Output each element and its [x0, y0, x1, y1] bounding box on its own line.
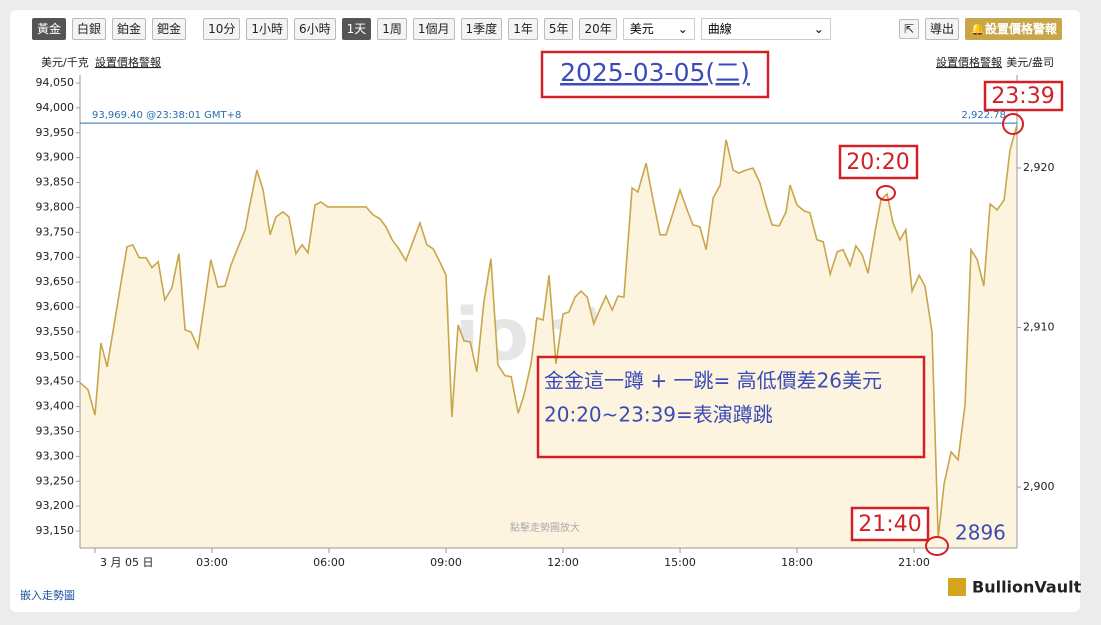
toolbar-button[interactable]: 白銀 — [72, 18, 107, 40]
toolbar-button[interactable]: 黃金 — [32, 18, 67, 40]
toolbar-button[interactable]: 1小時 — [246, 18, 288, 40]
open-icon[interactable]: ⇱ — [898, 19, 920, 39]
alert-label: 設置價格警報 — [984, 22, 1057, 36]
currency: 美元 — [629, 22, 654, 36]
toolbar-button[interactable]: 6小時 — [293, 18, 336, 40]
chart-style: 曲線 — [707, 22, 732, 36]
toolbar: 黃金 白銀 鉑金 鈀金 10分 1小時 6小時 1天 1周 1個月 1季度 1年 5年 20年 美元 ⌄ … — [32, 17, 1062, 41]
toolbar-button[interactable]: 鈀金 — [152, 18, 187, 40]
toolbar-button[interactable]: 5年 — [543, 18, 574, 40]
bell-icon: 🔔 — [970, 22, 985, 36]
alert-button[interactable]: 🔔設置價格警報 — [965, 18, 1062, 40]
dropdown-arrow: ⌄ — [813, 22, 824, 36]
toolbar-button[interactable]: 10分 — [203, 18, 241, 40]
currency-select[interactable]: 美元 ⌄ — [622, 18, 695, 40]
export-button[interactable]: 導出 — [925, 18, 960, 40]
toolbar-button[interactable]: 1天 — [341, 18, 372, 40]
dropdown-arrow: ⌄ — [677, 22, 688, 36]
toolbar-button[interactable]: 1年 — [508, 18, 538, 40]
toolbar-button[interactable]: 1季度 — [460, 18, 503, 40]
toolbar-button[interactable]: 1周 — [377, 18, 407, 40]
style-select[interactable]: 曲線 ⌄ — [700, 18, 831, 40]
toolbar-button[interactable]: 1個月 — [412, 18, 455, 40]
metal-group: 黃金 白銀 鉑金 鈀金 — [32, 18, 187, 40]
range-group: 10分 1小時 6小時 1天 1周 1個月 1季度 1年 5年 20年 — [203, 18, 617, 40]
card — [10, 10, 1080, 612]
toolbar-button[interactable]: 20年 — [579, 18, 617, 40]
toolbar-button[interactable]: 鉑金 — [112, 18, 147, 40]
